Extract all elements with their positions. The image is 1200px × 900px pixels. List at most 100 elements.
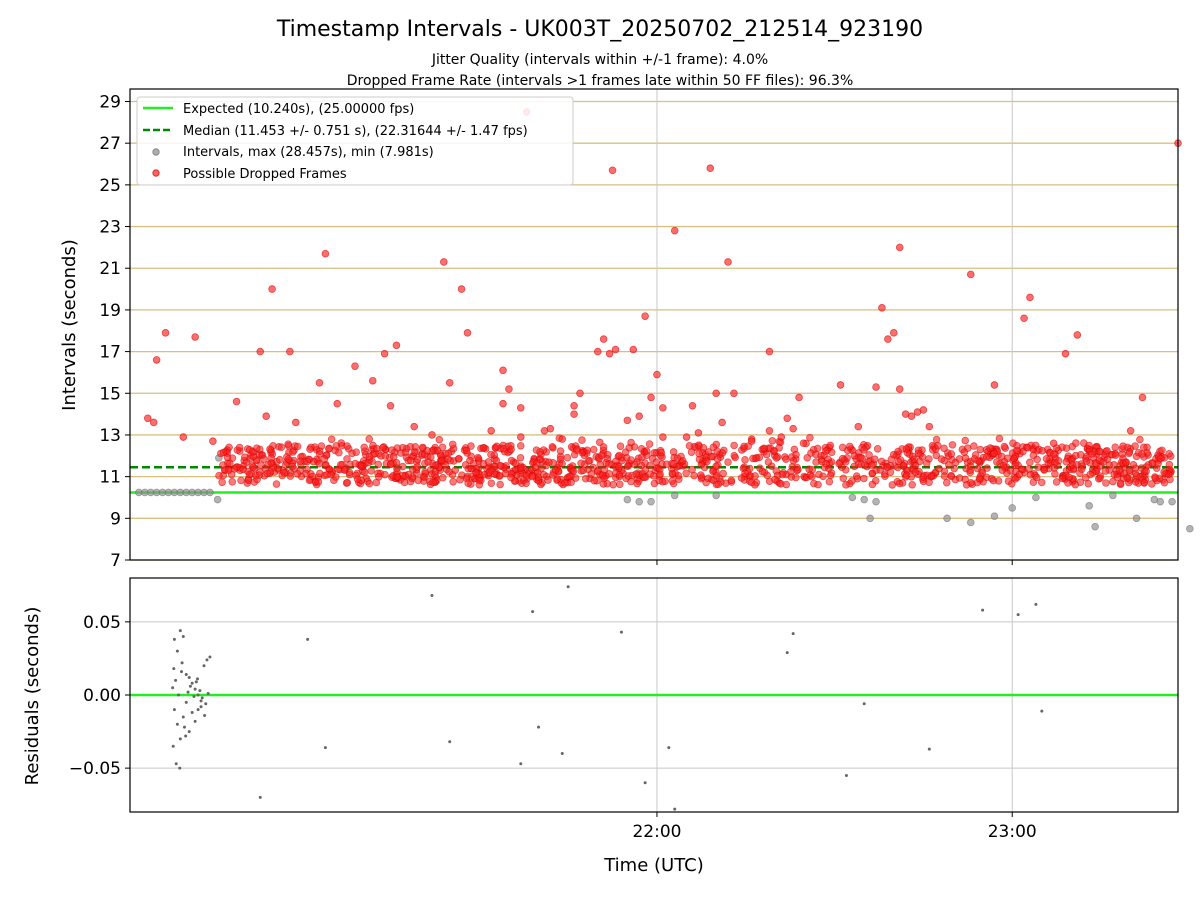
dropped-frame-point — [647, 393, 655, 402]
residual-point — [180, 661, 184, 665]
dropped-frame-point — [392, 341, 401, 350]
dropped-frame-point — [948, 441, 957, 449]
dropped-frame-point — [336, 461, 345, 469]
dropped-frame-point — [741, 469, 749, 478]
y-tick-label: 7 — [110, 551, 121, 571]
dropped-frame-point — [1085, 441, 1093, 450]
dropped-frame-point — [449, 477, 457, 486]
dropped-frame-point — [305, 476, 314, 485]
dropped-frame-point — [865, 451, 873, 459]
dropped-frame-point — [1038, 447, 1047, 455]
dropped-frame-point — [871, 455, 879, 464]
dropped-frame-point — [940, 444, 948, 453]
dropped-frame-point — [593, 466, 602, 475]
residual-point — [1040, 709, 1044, 713]
y-tick-label: 29 — [99, 93, 121, 113]
dropped-frame-point — [983, 464, 991, 472]
legend-dropped-label: Possible Dropped Frames — [183, 167, 347, 182]
dropped-frame-point — [962, 481, 971, 489]
y-tick-label: 25 — [99, 176, 121, 196]
legend: Expected (10.240s), (25.00000 fps) Media… — [136, 96, 574, 186]
dropped-frame-point — [572, 446, 581, 454]
dropped-frame-point — [747, 478, 756, 487]
dropped-frame-point — [712, 389, 720, 398]
dropped-frame-point — [893, 463, 902, 472]
interval-point — [1132, 514, 1141, 523]
dropped-frame-point — [1132, 472, 1141, 480]
dropped-frame-point — [1061, 349, 1070, 358]
residual-point — [177, 693, 181, 697]
dropped-frame-point — [783, 414, 792, 423]
dropped-frame-point — [487, 426, 495, 435]
dropped-frame-point — [1125, 448, 1134, 456]
dropped-frame-point — [1096, 474, 1104, 482]
dropped-frame-point — [910, 455, 918, 464]
dropped-frame-point — [511, 459, 520, 468]
dropped-frame-point — [335, 448, 343, 457]
dropped-frame-point — [940, 472, 949, 480]
dropped-frame-point — [516, 464, 525, 472]
dropped-frame-point — [266, 445, 274, 453]
dropped-frame-point — [895, 243, 904, 252]
dropped-frame-point — [682, 433, 691, 441]
dropped-frame-point — [454, 455, 463, 463]
dropped-frame-point — [706, 164, 715, 172]
dropped-frame-point — [1037, 478, 1046, 487]
dropped-frame-point — [1122, 458, 1130, 467]
dropped-frame-point — [1071, 480, 1080, 489]
dropped-frame-point — [413, 455, 422, 464]
residual-point — [643, 781, 647, 785]
dropped-frame-point — [374, 460, 383, 469]
residual-point — [171, 744, 175, 748]
dropped-frame-point — [975, 474, 984, 483]
interval-point — [872, 497, 880, 506]
dropped-frame-point — [333, 399, 342, 408]
residuals-y-ticks: 0.05 0.00 −0.05 — [69, 613, 130, 779]
residual-point — [202, 664, 206, 668]
dropped-frame-point — [669, 460, 678, 468]
dropped-frame-point — [697, 471, 705, 479]
dropped-frame-point — [1101, 467, 1110, 475]
interval-point — [943, 514, 951, 523]
dropped-frame-point — [496, 461, 505, 470]
dropped-frame-point — [872, 383, 880, 391]
dropped-frame-point — [777, 433, 786, 441]
residual-point — [560, 752, 564, 755]
residual-point — [184, 734, 188, 738]
dropped-frame-point — [919, 406, 928, 414]
dropped-frame-point — [998, 466, 1007, 474]
dropped-frame-point — [255, 471, 263, 479]
dropped-frame-point — [1111, 443, 1119, 451]
dropped-frame-point — [656, 470, 664, 479]
residual-point — [791, 632, 795, 636]
dropped-frame-point — [595, 438, 604, 447]
dropped-frame-point — [765, 426, 774, 435]
residual-point — [981, 608, 985, 612]
dropped-frame-point — [360, 468, 369, 477]
residual-point — [785, 651, 789, 655]
dropped-frame-point — [587, 470, 596, 478]
residual-point — [200, 696, 204, 700]
dropped-frame-point — [787, 467, 795, 476]
dropped-frame-point — [925, 478, 933, 487]
dropped-frame-point — [777, 480, 785, 488]
dropped-frame-point — [687, 448, 696, 456]
dropped-frame-point — [758, 467, 767, 476]
residual-point — [199, 699, 203, 703]
dropped-frame-point — [218, 478, 226, 487]
dropped-frame-point — [1119, 442, 1127, 450]
residuals-y-axis-label: Residuals (seconds) — [22, 607, 43, 786]
dropped-frame-point — [966, 466, 974, 474]
dropped-frame-point — [343, 442, 351, 450]
dropped-frame-point — [1148, 480, 1156, 488]
x-tick-label: 23:00 — [988, 822, 1037, 842]
residual-point — [172, 667, 176, 671]
dropped-frame-point — [653, 370, 661, 379]
dropped-frame-point — [414, 476, 423, 485]
dropped-frame-point — [581, 474, 590, 483]
dropped-frame-point — [448, 440, 457, 449]
dropped-frame-point — [209, 437, 217, 446]
dropped-frame-point — [474, 453, 482, 462]
dropped-frame-point — [876, 466, 885, 474]
